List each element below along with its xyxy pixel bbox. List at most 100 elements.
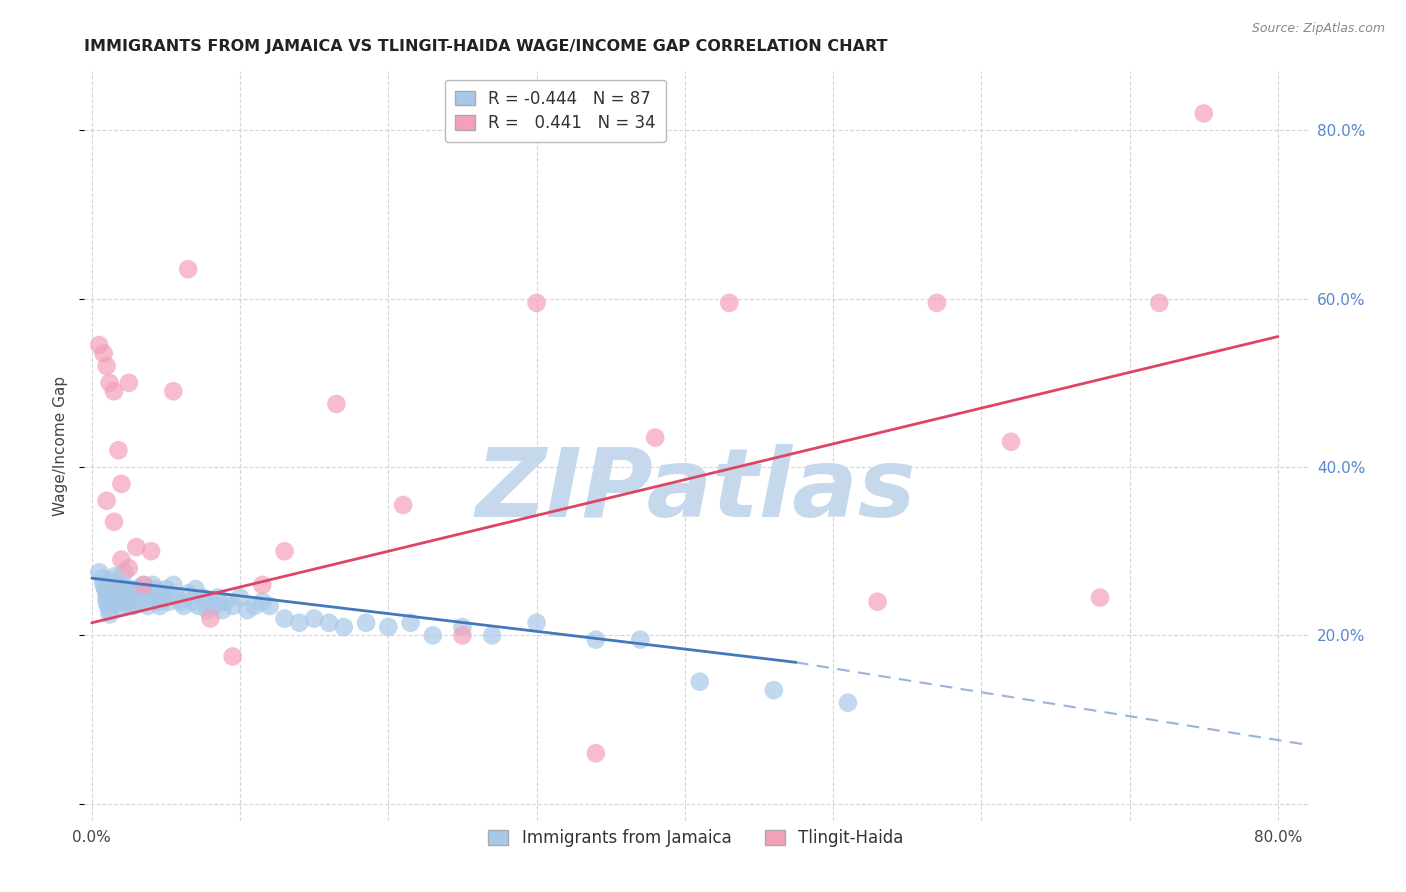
Point <box>165 591 187 605</box>
Point <box>628 632 651 647</box>
Point <box>96 493 118 508</box>
Point <box>762 683 785 698</box>
Point <box>93 578 115 592</box>
Point <box>273 544 295 558</box>
Point <box>184 582 207 596</box>
Point <box>181 595 204 609</box>
Point <box>94 582 117 596</box>
Point <box>354 615 377 630</box>
Point <box>145 582 167 596</box>
Point <box>143 591 166 605</box>
Point <box>134 591 156 605</box>
Point <box>207 591 229 605</box>
Point <box>302 611 325 625</box>
Point <box>107 582 129 596</box>
Point <box>211 603 233 617</box>
Point <box>155 582 177 596</box>
Point <box>96 586 118 600</box>
Point <box>125 582 148 596</box>
Point <box>122 599 145 613</box>
Point <box>1149 296 1171 310</box>
Point <box>103 384 125 399</box>
Point <box>112 566 135 580</box>
Point <box>451 628 474 642</box>
Point <box>107 443 129 458</box>
Point <box>132 578 155 592</box>
Point <box>96 595 118 609</box>
Point <box>118 376 141 390</box>
Point <box>422 628 444 642</box>
Point <box>585 632 607 647</box>
Text: IMMIGRANTS FROM JAMAICA VS TLINGIT-HAIDA WAGE/INCOME GAP CORRELATION CHART: IMMIGRANTS FROM JAMAICA VS TLINGIT-HAIDA… <box>84 38 887 54</box>
Point <box>135 582 157 596</box>
Point <box>115 586 138 600</box>
Legend: Immigrants from Jamaica, Tlingit-Haida: Immigrants from Jamaica, Tlingit-Haida <box>482 822 910 854</box>
Point <box>98 603 121 617</box>
Point <box>127 591 149 605</box>
Point <box>136 599 159 613</box>
Point <box>107 595 129 609</box>
Point <box>110 586 132 600</box>
Point <box>98 607 121 622</box>
Point <box>110 476 132 491</box>
Point <box>98 376 121 390</box>
Point <box>149 599 172 613</box>
Point <box>252 578 274 592</box>
Point <box>191 591 214 605</box>
Point <box>204 599 226 613</box>
Point <box>121 586 143 600</box>
Point <box>526 296 548 310</box>
Point <box>132 578 155 592</box>
Point <box>333 620 356 634</box>
Point <box>318 615 340 630</box>
Point <box>93 346 115 360</box>
Point <box>139 544 162 558</box>
Point <box>96 359 118 373</box>
Point <box>259 599 281 613</box>
Point <box>110 578 132 592</box>
Text: Source: ZipAtlas.com: Source: ZipAtlas.com <box>1251 22 1385 36</box>
Point <box>150 586 173 600</box>
Point <box>229 591 252 605</box>
Point <box>221 599 243 613</box>
Point <box>101 582 124 596</box>
Point <box>243 599 266 613</box>
Point <box>103 515 125 529</box>
Point <box>104 578 127 592</box>
Point <box>89 566 111 580</box>
Point <box>288 615 311 630</box>
Point <box>644 431 666 445</box>
Point <box>1192 106 1215 120</box>
Point <box>118 561 141 575</box>
Point <box>103 569 125 583</box>
Point <box>97 599 120 613</box>
Point <box>837 696 859 710</box>
Point <box>866 595 889 609</box>
Point <box>142 578 165 592</box>
Point <box>148 595 170 609</box>
Point <box>236 603 259 617</box>
Point <box>117 599 139 613</box>
Point <box>187 599 209 613</box>
Point <box>162 578 184 592</box>
Point <box>152 591 174 605</box>
Point <box>925 296 948 310</box>
Point <box>273 611 295 625</box>
Point <box>125 540 148 554</box>
Point <box>96 591 118 605</box>
Point <box>162 384 184 399</box>
Point <box>157 595 180 609</box>
Point <box>200 595 222 609</box>
Point <box>1000 434 1022 449</box>
Point <box>112 591 135 605</box>
Text: ZIPatlas: ZIPatlas <box>475 444 917 538</box>
Point <box>89 338 111 352</box>
Point <box>120 582 142 596</box>
Point <box>197 603 219 617</box>
Point <box>100 574 122 588</box>
Point <box>718 296 741 310</box>
Point <box>399 615 422 630</box>
Point <box>585 746 607 760</box>
Point <box>91 571 114 585</box>
Point <box>1088 591 1111 605</box>
